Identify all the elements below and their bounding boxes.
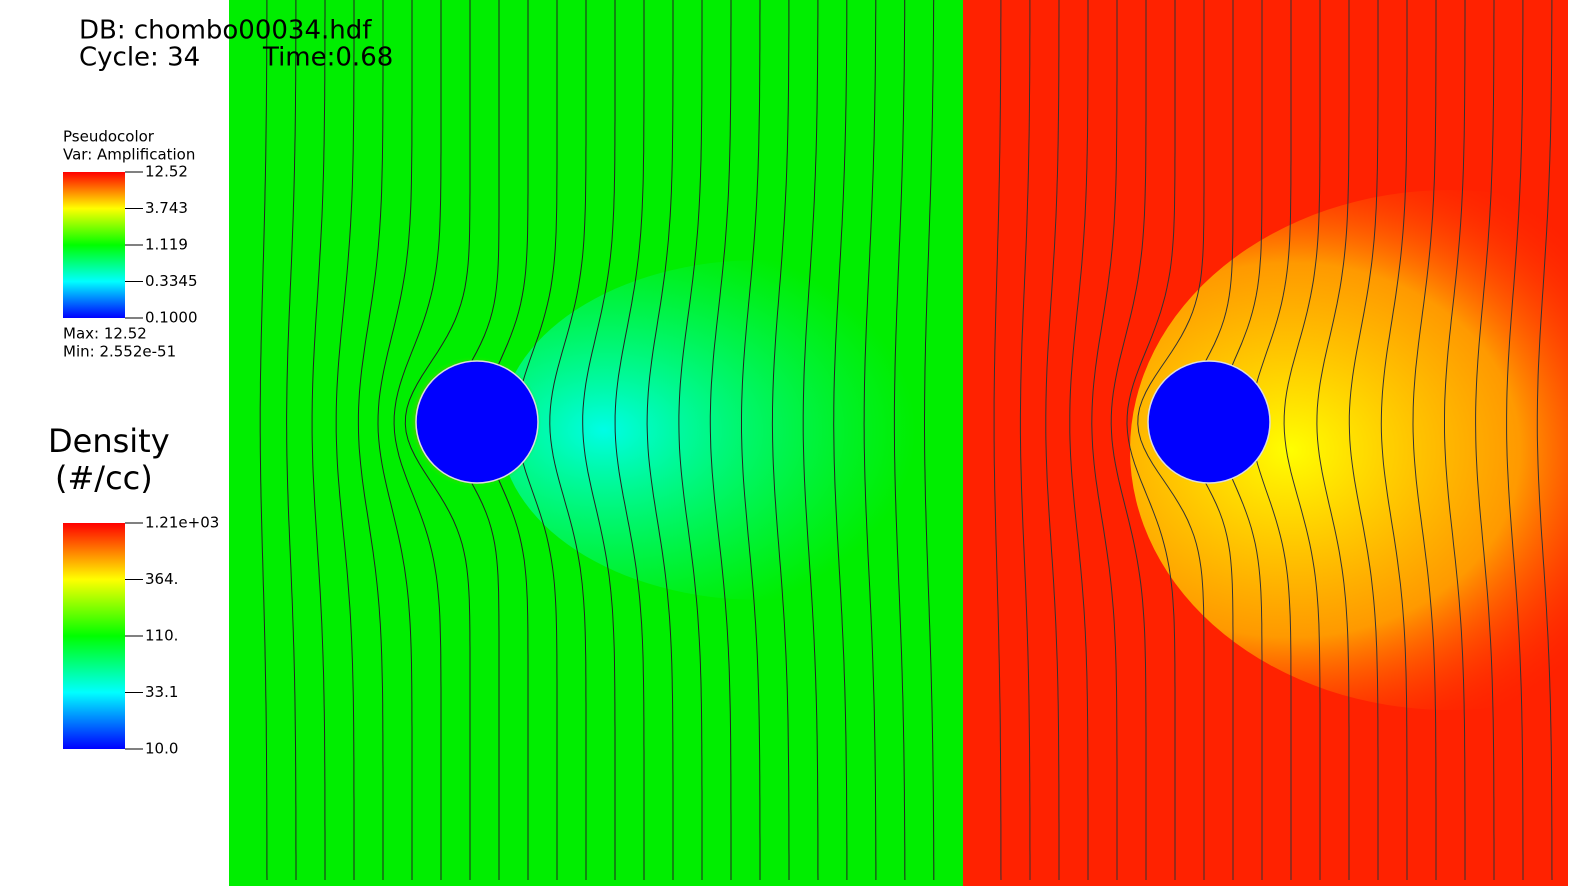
streamline [1536, 0, 1553, 881]
streamline [1316, 0, 1350, 880]
streamline [1348, 0, 1379, 880]
legend-title: Density [48, 422, 170, 460]
streamline [771, 0, 790, 880]
streamline [1412, 0, 1437, 880]
streamline [893, 0, 906, 881]
streamline [1091, 0, 1118, 880]
tick-label: 0.1000 [145, 309, 198, 327]
streamlines [259, 0, 1553, 881]
streamline [357, 0, 384, 880]
legend-title: Pseudocolor [63, 128, 155, 146]
streamline [1069, 0, 1089, 880]
cycle-label: Cycle: 34 [79, 43, 200, 73]
color-bar [63, 523, 125, 749]
streamline [993, 0, 1002, 881]
streamline [1506, 0, 1524, 880]
streamline [1045, 0, 1060, 880]
streamline [335, 0, 355, 880]
streamline [1444, 0, 1466, 880]
streamline [549, 0, 587, 880]
database-label: DB: chombo00034.hdf [79, 16, 372, 46]
tick-label: 10.0 [145, 740, 178, 758]
tick-label: 1.21e+03 [145, 514, 219, 532]
tick-label: 33.1 [145, 683, 178, 701]
streamline [678, 0, 703, 880]
obstacle-right [1147, 360, 1271, 484]
streamline [1110, 0, 1147, 880]
streamline [404, 0, 471, 880]
streamline [802, 0, 819, 881]
tick-label: 364. [145, 570, 178, 588]
streamline [924, 0, 935, 880]
streamline [863, 0, 877, 880]
time-label: Time:0.68 [262, 43, 393, 73]
obstacle-left [415, 360, 539, 484]
streamline [311, 0, 326, 880]
legend-variable: Var: Amplification [63, 146, 195, 164]
streamline [1137, 0, 1205, 880]
tick-label: 12.52 [145, 163, 188, 181]
streamline [709, 0, 732, 880]
streamline [259, 0, 268, 881]
wake-left [500, 260, 1020, 600]
streamline [1126, 0, 1176, 880]
tick-label: 110. [145, 627, 178, 645]
color-bar [63, 172, 125, 318]
wake-right [1130, 190, 1594, 710]
streamline [393, 0, 442, 880]
legend-units: (#/cc) [55, 459, 153, 497]
streamline [377, 0, 413, 880]
streamline [1475, 0, 1495, 880]
tick-label: 1.119 [145, 236, 188, 254]
streamline [741, 0, 761, 880]
streamline [1019, 0, 1031, 880]
streamline [286, 0, 297, 880]
streamline [614, 0, 645, 880]
tick-label: 0.3345 [145, 272, 198, 290]
streamline [1283, 0, 1321, 880]
tick-label: 3.743 [145, 199, 188, 217]
legend-max: Max: 12.52 [63, 325, 147, 343]
legend-min: Min: 2.552e-51 [63, 343, 176, 361]
streamline [833, 0, 848, 880]
streamline [582, 0, 616, 880]
margin [1568, 0, 1594, 886]
streamline [646, 0, 674, 880]
streamline [1380, 0, 1408, 880]
